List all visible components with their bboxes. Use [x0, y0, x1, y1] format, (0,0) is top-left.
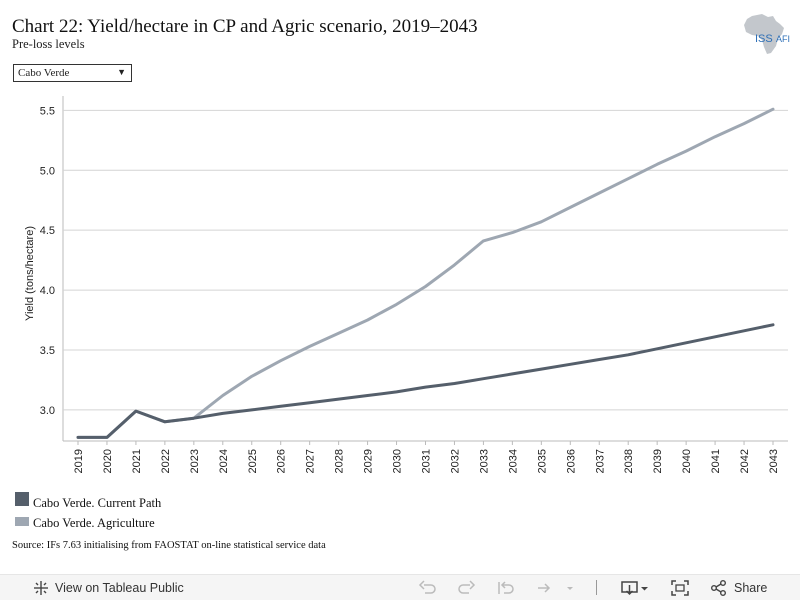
chevron-down-icon: ▼ — [117, 67, 126, 77]
x-tick-label: 2034 — [507, 449, 519, 473]
x-tick-label: 2031 — [421, 449, 433, 473]
x-tick-label: 2038 — [623, 449, 635, 473]
share-label: Share — [734, 581, 768, 595]
line-chart: 3.0 3.5 4.0 4.5 5.0 5.5 2019 2020 2021 2022 2023 20… — [24, 96, 788, 473]
redo-icon — [458, 580, 476, 594]
refresh-button[interactable] — [534, 579, 578, 597]
y-tick-label: 3.0 — [40, 405, 55, 417]
undo-icon — [418, 580, 436, 594]
y-tick-label: 4.5 — [40, 225, 55, 237]
chart-title: Chart 22: Yield/hectare in CP and Agric … — [12, 16, 478, 37]
x-tick-label: 2040 — [681, 449, 693, 473]
x-tick-label: 2033 — [478, 449, 490, 473]
x-tick-label: 2019 — [73, 449, 85, 473]
y-tick-label: 4.0 — [40, 285, 55, 297]
source-note: Source: IFs 7.63 initialising from FAOST… — [12, 540, 326, 551]
x-tick-label: 2030 — [392, 449, 404, 473]
view-on-tableau-button[interactable]: View on Tableau Public — [32, 579, 192, 597]
x-tick-label: 2035 — [536, 449, 548, 473]
logo-text: ISS — [755, 33, 773, 45]
share-button[interactable]: Share — [710, 579, 772, 597]
africa-map-icon — [744, 14, 784, 54]
logo-suffix: AFI — [776, 34, 790, 44]
fullscreen-icon — [671, 580, 689, 596]
y-axis-label: Yield (tons/hectare) — [24, 226, 36, 321]
legend-label-current-path: Cabo Verde. Current Path — [33, 496, 162, 510]
x-tick-label: 2029 — [363, 449, 375, 473]
legend-swatch-agriculture — [15, 517, 29, 526]
y-tick-label: 5.5 — [40, 105, 55, 117]
x-tick-label: 2043 — [768, 449, 780, 473]
x-tick-label: 2037 — [594, 449, 606, 473]
x-tick-label: 2025 — [247, 449, 259, 473]
legend-label-agriculture: Cabo Verde. Agriculture — [33, 517, 155, 530]
x-tick-label: 2028 — [334, 449, 346, 473]
download-icon — [621, 581, 648, 596]
redo-button[interactable] — [456, 579, 476, 597]
country-filter-dropdown[interactable]: Cabo Verde ▼ — [13, 64, 132, 82]
x-tick-label: 2042 — [739, 449, 751, 473]
x-tick-label: 2027 — [305, 449, 317, 473]
iss-logo: ISS AFI — [740, 12, 790, 56]
y-tick-label: 3.5 — [40, 345, 55, 357]
x-tick-label: 2024 — [218, 449, 230, 473]
revert-button[interactable] — [496, 579, 516, 597]
y-tick-label: 5.0 — [40, 165, 55, 177]
download-button[interactable] — [620, 579, 652, 597]
tableau-logo-icon — [34, 581, 48, 595]
series-line-current-path — [76, 323, 775, 439]
share-icon — [711, 580, 726, 596]
refresh-icon — [538, 583, 573, 593]
chart-subtitle: Pre-loss levels — [12, 37, 85, 51]
x-tick-label: 2023 — [189, 449, 201, 473]
x-tick-label: 2041 — [710, 449, 722, 473]
toolbar-divider — [596, 580, 597, 595]
x-tick-label: 2036 — [565, 449, 577, 473]
x-tick-label: 2039 — [652, 449, 664, 473]
x-tick-label: 2020 — [102, 449, 114, 473]
x-tick-label: 2022 — [160, 449, 172, 473]
fullscreen-button[interactable] — [670, 579, 690, 597]
view-on-tableau-label: View on Tableau Public — [55, 581, 184, 595]
tableau-toolbar: View on Tableau Public Share — [0, 574, 800, 600]
legend-swatch-current-path — [15, 492, 29, 506]
country-filter-value: Cabo Verde — [18, 67, 70, 79]
x-tick-label: 2026 — [276, 449, 288, 473]
revert-icon — [498, 581, 514, 594]
x-tick-label: 2032 — [449, 449, 461, 473]
x-tick-label: 2021 — [131, 449, 143, 473]
undo-button[interactable] — [418, 579, 438, 597]
